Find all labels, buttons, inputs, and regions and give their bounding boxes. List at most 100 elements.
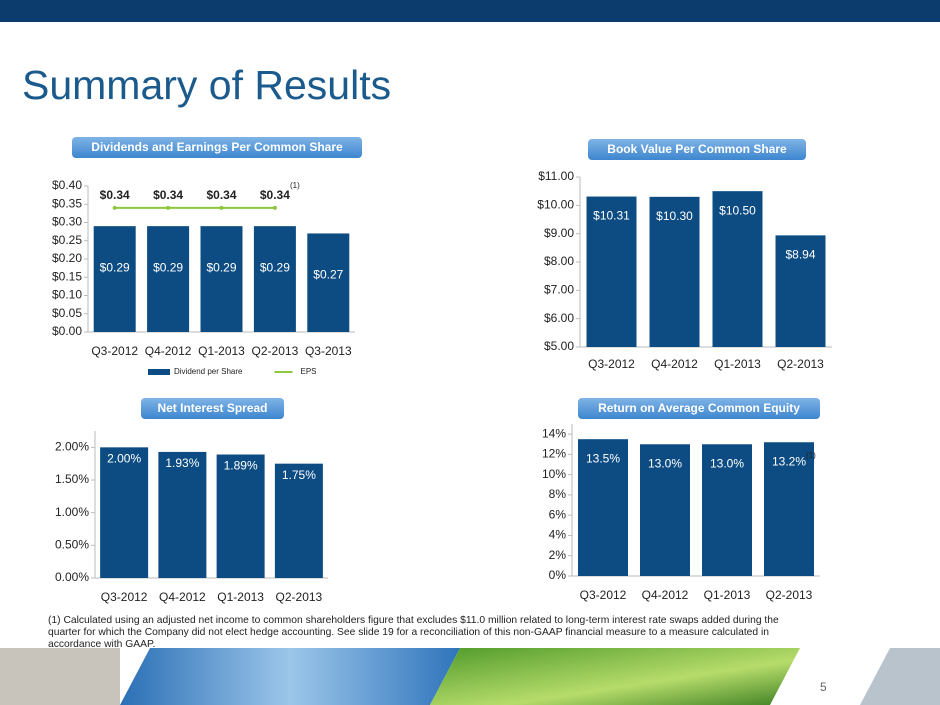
- y-tick-label: 4%: [549, 528, 567, 542]
- y-tick-label: $5.00: [544, 339, 574, 353]
- bar-label: 2.00%: [107, 452, 141, 466]
- bar-label: $0.29: [153, 260, 183, 274]
- bar-label: 13.0%: [648, 456, 682, 470]
- annotation: (1): [290, 181, 300, 190]
- x-tick-label: Q4-2012: [159, 590, 206, 604]
- legend-label: EPS: [300, 367, 316, 376]
- bar: [712, 191, 763, 347]
- y-tick-label: 14%: [542, 426, 566, 440]
- x-tick-label: Q3-2012: [91, 344, 138, 358]
- bar: [100, 447, 149, 578]
- x-tick-label: Q4-2012: [651, 357, 698, 371]
- annotation: (1): [806, 451, 816, 460]
- eps-label: $0.34: [100, 188, 130, 202]
- y-tick-label: 6%: [549, 507, 567, 521]
- bar-label: $0.29: [206, 260, 236, 274]
- y-tick-label: $0.00: [52, 324, 82, 338]
- top-band: [0, 0, 940, 22]
- y-tick-label: $0.35: [52, 196, 82, 210]
- legend-label: Dividend per Share: [174, 367, 243, 376]
- x-tick-label: Q1-2013: [198, 344, 245, 358]
- y-tick-label: $11.00: [538, 169, 574, 183]
- x-tick-label: Q3-2012: [101, 590, 148, 604]
- bar: [578, 439, 628, 576]
- eps-label: $0.34: [260, 188, 290, 202]
- bar-label: 13.0%: [710, 456, 744, 470]
- page-number: 5: [820, 680, 827, 694]
- bar: [274, 463, 323, 578]
- x-tick-label: Q4-2012: [642, 588, 689, 602]
- bar-label: 1.89%: [224, 459, 258, 473]
- y-tick-label: $0.10: [52, 288, 82, 302]
- y-tick-label: 0.00%: [55, 570, 89, 584]
- section-header: [72, 137, 362, 158]
- rope-image: [0, 648, 120, 705]
- y-tick-label: $10.00: [537, 198, 574, 212]
- bar: [640, 444, 690, 576]
- section-header-text: Book Value Per Common Share: [607, 142, 787, 156]
- y-tick-label: $9.00: [544, 226, 574, 240]
- bar-label: $0.29: [260, 260, 290, 274]
- bar: [649, 196, 700, 347]
- y-tick-label: 12%: [542, 447, 566, 461]
- eps-marker: [112, 205, 117, 210]
- bar-label: 1.75%: [282, 468, 316, 482]
- y-tick-label: 1.50%: [55, 472, 89, 486]
- bar: [764, 442, 814, 576]
- x-tick-label: Q3-2012: [588, 357, 635, 371]
- y-tick-label: $0.40: [52, 178, 82, 192]
- bar-label: $10.31: [593, 209, 630, 223]
- bar: [775, 235, 826, 347]
- bar-label: 13.2%: [772, 454, 806, 468]
- bar: [307, 233, 350, 332]
- x-tick-label: Q2-2013: [252, 344, 299, 358]
- y-tick-label: 10%: [542, 467, 566, 481]
- x-tick-label: Q2-2013: [777, 357, 824, 371]
- y-tick-label: 1.00%: [55, 505, 89, 519]
- bar: [586, 196, 637, 347]
- bar-label: $0.27: [313, 268, 343, 282]
- y-tick-label: $0.05: [52, 306, 82, 320]
- legend-swatch: [148, 369, 170, 375]
- bar-label: $10.50: [719, 203, 756, 217]
- sky-image: [120, 648, 460, 705]
- slide-title: Summary of Results: [22, 62, 392, 108]
- x-tick-label: Q4-2012: [145, 344, 192, 358]
- x-tick-label: Q1-2013: [217, 590, 264, 604]
- y-tick-label: $0.20: [52, 251, 82, 265]
- y-tick-label: 0.50%: [55, 538, 89, 552]
- eps-marker: [166, 205, 171, 210]
- y-tick-label: $6.00: [544, 311, 574, 325]
- eps-marker: [272, 205, 277, 210]
- y-tick-label: $0.25: [52, 233, 82, 247]
- x-tick-label: Q3-2012: [580, 588, 627, 602]
- bar-label: 1.93%: [165, 456, 199, 470]
- bar-label: $0.29: [100, 260, 130, 274]
- bar: [702, 444, 752, 576]
- bar-label: 13.5%: [586, 451, 620, 465]
- footnote: (1) Calculated using an adjusted net inc…: [48, 615, 779, 650]
- y-tick-label: 2.00%: [55, 440, 89, 454]
- section-header-text: Dividends and Earnings Per Common Share: [91, 140, 343, 154]
- y-tick-label: 8%: [549, 487, 567, 501]
- y-tick-label: $8.00: [544, 254, 574, 268]
- section-header: [578, 398, 820, 419]
- x-tick-label: Q1-2013: [704, 588, 751, 602]
- y-tick-label: $7.00: [544, 283, 574, 297]
- bar: [147, 226, 190, 332]
- x-tick-label: Q1-2013: [714, 357, 761, 371]
- bar: [200, 226, 243, 332]
- bar: [216, 454, 265, 578]
- bar-label: $8.94: [785, 248, 815, 262]
- corner-image: [860, 648, 940, 705]
- section-header: [588, 139, 806, 160]
- x-tick-label: Q2-2013: [276, 590, 323, 604]
- y-tick-label: 0%: [549, 568, 567, 582]
- bar: [158, 451, 207, 578]
- bar: [93, 226, 136, 332]
- y-tick-label: 2%: [549, 548, 567, 562]
- section-header-text: Return on Average Common Equity: [598, 401, 800, 415]
- x-tick-label: Q3-2013: [305, 344, 352, 358]
